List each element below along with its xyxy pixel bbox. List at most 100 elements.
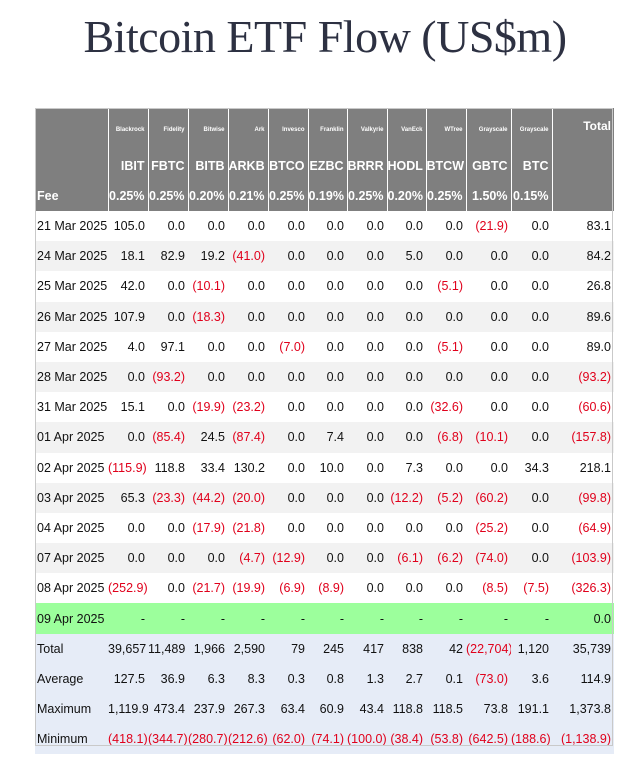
summary-cell: 11,489: [148, 633, 188, 664]
fee-cell: 0.25%: [347, 181, 388, 211]
summary-cell: 473.4: [148, 694, 188, 725]
summary-cell: (642.5): [466, 724, 511, 755]
fee-cell: 0.25%: [148, 181, 189, 211]
date-cell: 21 Mar 2025: [37, 219, 108, 234]
empty-header-cell: [552, 181, 614, 211]
flow-cell: 0.0: [308, 301, 347, 332]
summary-cell: 63.4: [268, 694, 308, 725]
flow-cell: 0.0: [490, 339, 508, 354]
date-cell: 09 Apr 2025: [35, 603, 108, 634]
summary-cell: 118.8: [387, 694, 426, 725]
flow-cell: -: [188, 603, 228, 634]
flow-cell: 0.0: [445, 460, 463, 475]
date-cell: 24 Mar 2025: [35, 241, 108, 272]
flow-cell: (12.9): [268, 543, 308, 574]
summary-cell: 191.1: [511, 694, 552, 725]
flow-cell: 107.9: [108, 301, 148, 332]
flow-cell: 0.0: [247, 219, 265, 234]
table-row: 03 Apr 2025 65.3 (23.3) (44.2) (20.0) 0.0 0.0 0…: [35, 482, 614, 513]
flow-cell: 0.0: [445, 219, 463, 234]
table-row: 08 Apr 2025 (252.9) 0.0 (21.7) (19.9) (6.9) (8…: [35, 573, 614, 603]
flow-cell: 0.0: [326, 219, 344, 234]
flow-cell: 0.0: [326, 339, 344, 354]
flow-cell: 0.0: [127, 520, 145, 535]
flow-cell: 0.0: [108, 361, 148, 393]
summary-cell: (418.1): [108, 724, 148, 755]
row-total-cell: (60.6): [578, 400, 611, 415]
flow-cell: 0.0: [167, 400, 185, 415]
summary-cell: 73.8: [466, 694, 511, 725]
issuer-header-cell: Fidelity: [148, 108, 189, 151]
table-row: 31 Mar 2025 15.1 0.0 (19.9) (23.2) 0.0 0.0 0.0 0…: [35, 392, 614, 422]
row-total-cell: 0.0: [552, 603, 614, 634]
flow-cell: 0.0: [511, 543, 552, 574]
date-cell: 25 Mar 2025: [37, 279, 108, 294]
flow-cell: 0.0: [405, 279, 423, 294]
summary-cell: 1,373.8: [552, 694, 614, 725]
flow-cell: 0.0: [387, 361, 426, 393]
flow-cell: 0.0: [167, 581, 185, 596]
flow-cell: 0.0: [228, 301, 268, 332]
row-total-cell: 89.6: [552, 301, 614, 332]
summary-row: Total 39,657 11,489 1,966 2,590 79 245 417 838 42…: [35, 633, 614, 664]
flow-cell: 0.0: [167, 520, 185, 535]
summary-cell: 43.4: [347, 694, 387, 725]
summary-cell: 838: [387, 633, 426, 664]
flow-cell: 0.0: [308, 482, 347, 513]
flow-cell: (5.1): [437, 279, 463, 294]
summary-cell: (53.8): [426, 724, 466, 755]
ticker-header-cell: ARKB: [228, 151, 269, 181]
issuer-header-cell: VanEck: [387, 108, 427, 151]
flow-cell: (60.2): [466, 482, 511, 513]
flow-cell: (41.0): [228, 241, 268, 272]
flow-cell: 18.1: [108, 241, 148, 272]
flow-cell: 0.0: [347, 361, 387, 393]
flow-cell: -: [308, 603, 347, 634]
flow-cell: (115.9): [108, 460, 147, 475]
flow-cell: 0.0: [466, 241, 511, 272]
flow-cell: 0.0: [366, 520, 384, 535]
summary-cell: (1,138.9): [552, 724, 614, 755]
flow-cell: 0.0: [445, 581, 463, 596]
ticker-header-cell: BRRR: [347, 151, 388, 181]
flow-cell: 0.0: [167, 219, 185, 234]
summary-label: Minimum: [35, 724, 108, 755]
flow-cell: 130.2: [233, 460, 265, 475]
flow-cell: -: [108, 603, 148, 634]
flow-cell: 0.0: [347, 422, 387, 453]
flow-cell: -: [148, 603, 188, 634]
flow-cell: (10.1): [466, 422, 511, 453]
flow-cell: (8.5): [482, 581, 508, 596]
flow-cell: (19.9): [192, 400, 225, 415]
row-total-cell: (326.3): [571, 581, 611, 596]
flow-cell: 19.2: [188, 241, 228, 272]
flow-cell: (7.5): [523, 581, 549, 596]
flow-cell: 7.4: [308, 422, 347, 453]
summary-cell: 1,120: [511, 633, 552, 664]
flow-cell: 0.0: [308, 361, 347, 393]
date-cell: 03 Apr 2025: [35, 482, 108, 513]
issuer-header-cell: Bitwise: [188, 108, 229, 151]
table-row: 02 Apr 2025 (115.9) 118.8 33.4 130.2 0.0 10.0 0…: [35, 453, 614, 483]
fee-cell: 0.19%: [308, 181, 348, 211]
summary-cell: 417: [347, 633, 387, 664]
flow-cell: (8.9): [318, 581, 344, 596]
flow-cell: 97.1: [160, 339, 185, 354]
flow-cell: (6.9): [279, 581, 305, 596]
flow-cell: (23.3): [148, 482, 188, 513]
fee-cell: 0.25%: [108, 181, 149, 211]
ticker-header-cell: HODL: [387, 151, 427, 181]
flow-cell: 0.0: [445, 520, 463, 535]
summary-cell: (74.1): [308, 724, 347, 755]
flow-cell: 0.0: [347, 241, 387, 272]
flow-cell: 4.0: [127, 339, 145, 354]
summary-cell: 42: [426, 633, 466, 664]
row-total-cell: (99.8): [552, 482, 614, 513]
table-row: 09 Apr 2025- - - - - - - - - - -0.0: [35, 603, 614, 634]
summary-cell: 3.6: [511, 663, 552, 694]
flow-cell: (17.9): [192, 520, 225, 535]
issuer-header-cell: Grayscale: [466, 108, 512, 151]
fee-label: Fee: [35, 181, 109, 211]
summary-row: Minimum (418.1) (344.7) (280.7) (212.6) (62.0…: [35, 724, 614, 755]
summary-cell: 1,119.9: [108, 694, 148, 725]
